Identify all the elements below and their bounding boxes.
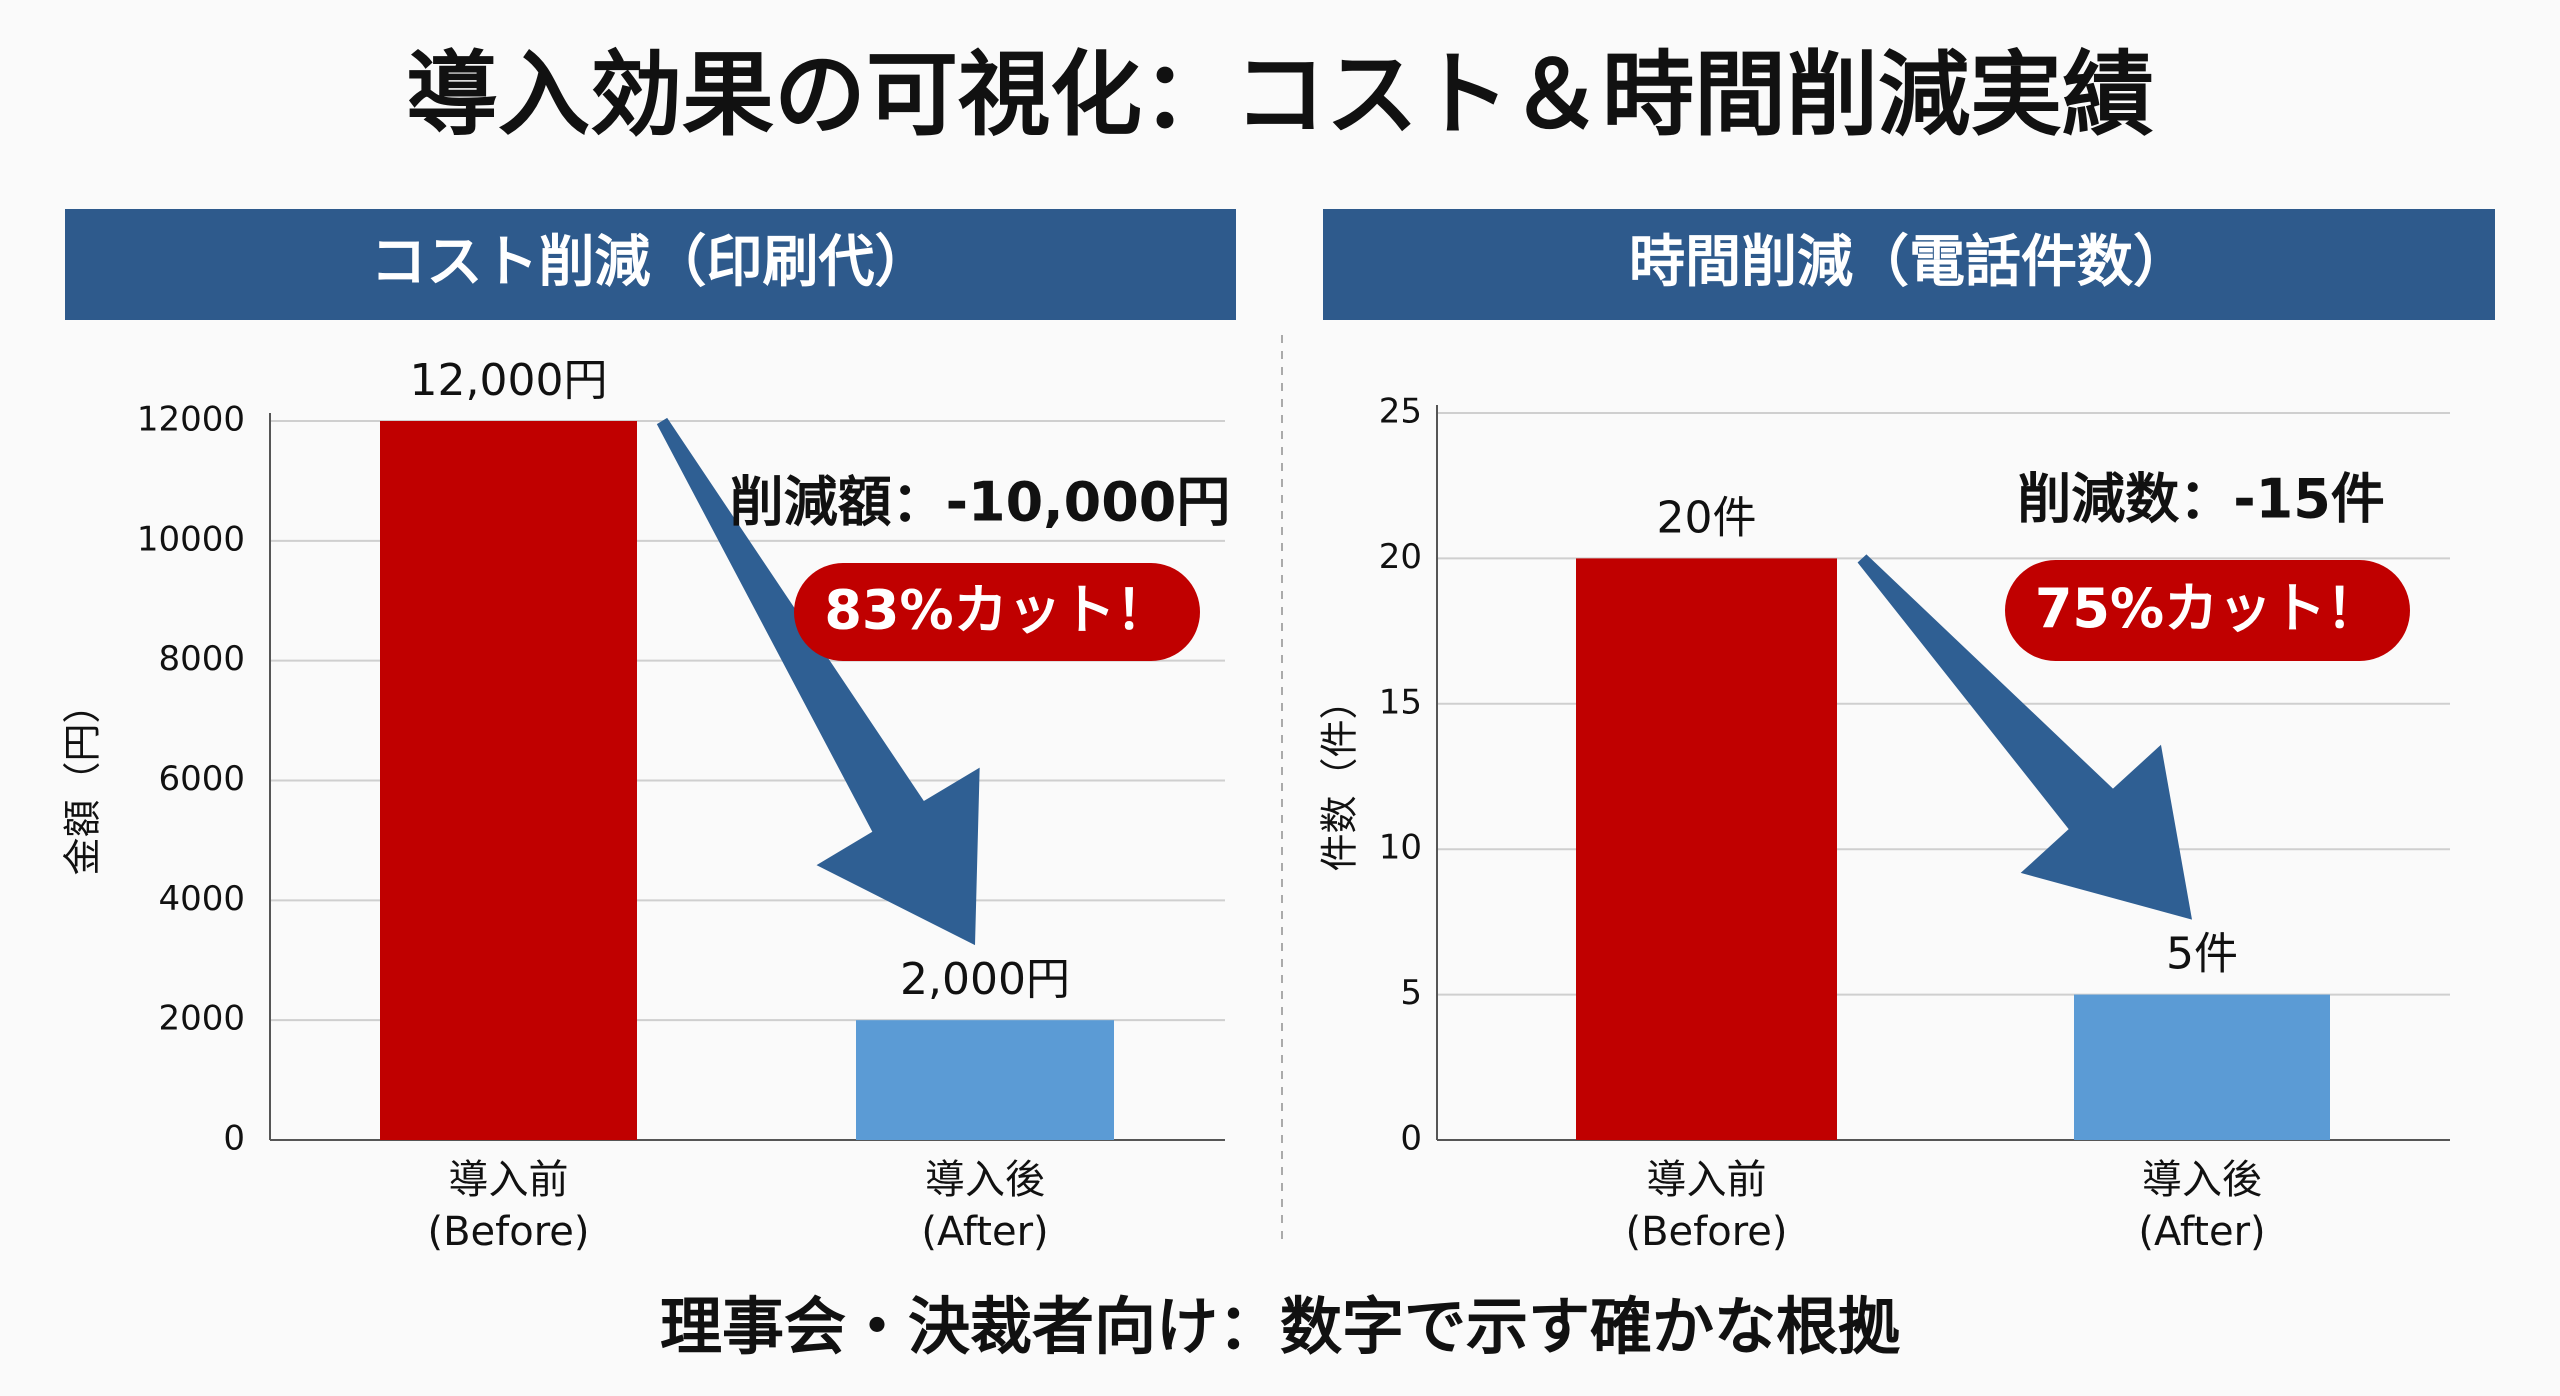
y-tick-label: 0 — [223, 1119, 245, 1159]
y-tick-label: 15 — [1379, 682, 1422, 722]
callout-text: 75%カット！ — [2035, 577, 2380, 640]
y-axis-label: 金額（円） — [61, 685, 105, 875]
bar — [856, 1020, 1114, 1140]
value-label: 5件 — [2166, 929, 2238, 980]
y-tick-label: 4000 — [158, 879, 245, 919]
x-tick-label: 導入前 — [1647, 1157, 1767, 1203]
y-tick-label: 2000 — [158, 999, 245, 1039]
x-tick-label: (Before) — [1626, 1209, 1788, 1255]
y-tick-label: 10000 — [137, 519, 245, 559]
x-tick-label: 導入後 — [925, 1157, 1045, 1203]
y-tick-label: 20 — [1379, 537, 1422, 577]
y-tick-label: 8000 — [158, 639, 245, 679]
y-axis-label: 件数（件） — [1318, 681, 1362, 871]
panel-title: 時間削減（電話件数） — [1629, 230, 2189, 295]
panel-header — [65, 209, 1236, 320]
x-tick-label: 導入前 — [449, 1157, 569, 1203]
x-tick-label: (After) — [921, 1209, 1048, 1255]
y-tick-label: 10 — [1379, 828, 1422, 868]
y-tick-label: 25 — [1379, 392, 1422, 432]
bar — [2074, 994, 2330, 1140]
annotation: 削減額：-10,000円 — [730, 471, 1231, 534]
y-tick-label: 12000 — [137, 400, 245, 440]
y-tick-label: 6000 — [158, 759, 245, 799]
value-label: 20件 — [1657, 492, 1757, 543]
x-tick-label: (After) — [2138, 1209, 2265, 1255]
panel-title: コスト削減（印刷代） — [371, 230, 931, 295]
arrow — [656, 417, 980, 946]
annotation: 削減数：-15件 — [2017, 468, 2385, 531]
footer: 理事会・決裁者向け：数字で示す確かな根拠 — [660, 1290, 1901, 1363]
x-tick-label: 導入後 — [2142, 1157, 2262, 1203]
callout-pill — [794, 563, 1200, 661]
bar — [1576, 558, 1837, 1140]
bar — [380, 421, 637, 1140]
callout-pill — [2005, 560, 2410, 661]
arrow — [1857, 554, 2192, 920]
value-label: 12,000円 — [410, 355, 608, 406]
callout-text: 83%カット！ — [824, 579, 1169, 642]
value-label: 2,000円 — [900, 954, 1070, 1005]
page-title: 導入効果の可視化：コスト＆時間削減実績 — [406, 41, 2154, 148]
x-tick-label: (Before) — [428, 1209, 590, 1255]
y-tick-label: 5 — [1400, 973, 1422, 1013]
y-tick-label: 0 — [1400, 1119, 1422, 1159]
panel-header — [1323, 209, 2495, 320]
